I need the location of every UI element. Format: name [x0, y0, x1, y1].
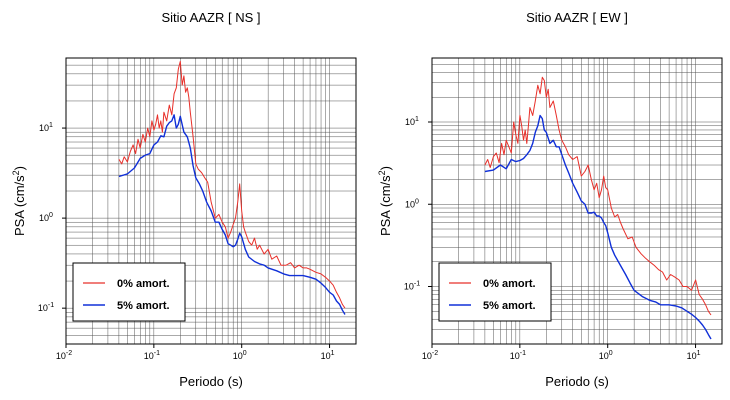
legend-label: 0% amort.: [117, 278, 170, 290]
legend: 0% amort. 5% amort.: [72, 262, 186, 322]
x-axis-label: Periodo (s): [179, 374, 243, 389]
chart-title: Sitio AAZR [ EW ]: [526, 10, 628, 25]
y-tick-label: 101: [39, 122, 53, 133]
series-line-1: [118, 114, 346, 315]
series-line-0: [118, 60, 346, 309]
y-tick-label: 100: [405, 198, 419, 209]
plot-frame: [65, 57, 357, 345]
x-axis-label: Periodo (s): [545, 374, 609, 389]
y-tick-label: 100: [39, 212, 53, 223]
legend-label: 5% amort.: [483, 300, 536, 312]
chart-title: Sitio AAZR [ NS ]: [162, 10, 261, 25]
series-line-0: [484, 76, 712, 316]
legend-label: 0% amort.: [483, 278, 536, 290]
y-tick-label: 101: [405, 116, 419, 127]
series-line-1: [484, 114, 712, 340]
legend-box: [72, 262, 186, 322]
x-tick-label: 101: [687, 350, 701, 361]
y-axis-label: PSA (cm/s2): [11, 166, 27, 236]
legend-box: [438, 262, 552, 322]
x-tick-label: 10-2: [422, 350, 438, 361]
x-tick-label: 101: [321, 350, 335, 361]
chart-panel-1: Sitio AAZR [ EW ] 10-2 10-1 100 101 10-1 100 10…: [377, 10, 723, 389]
x-tick-label: 10-1: [144, 350, 160, 361]
y-tick-label: 10-1: [38, 302, 54, 313]
plot-frame: [431, 57, 723, 345]
x-tick-label: 10-2: [56, 350, 72, 361]
legend: 0% amort. 5% amort.: [438, 262, 552, 322]
chart-panel-0: Sitio AAZR [ NS ] 10-2 10-1 100 101 10-1 100 10…: [11, 10, 357, 389]
x-tick-label: 100: [599, 350, 613, 361]
x-tick-label: 100: [233, 350, 247, 361]
legend-label: 5% amort.: [117, 300, 170, 312]
y-tick-label: 10-1: [404, 281, 420, 292]
y-axis-label: PSA (cm/s2): [377, 166, 393, 236]
x-tick-label: 10-1: [510, 350, 526, 361]
